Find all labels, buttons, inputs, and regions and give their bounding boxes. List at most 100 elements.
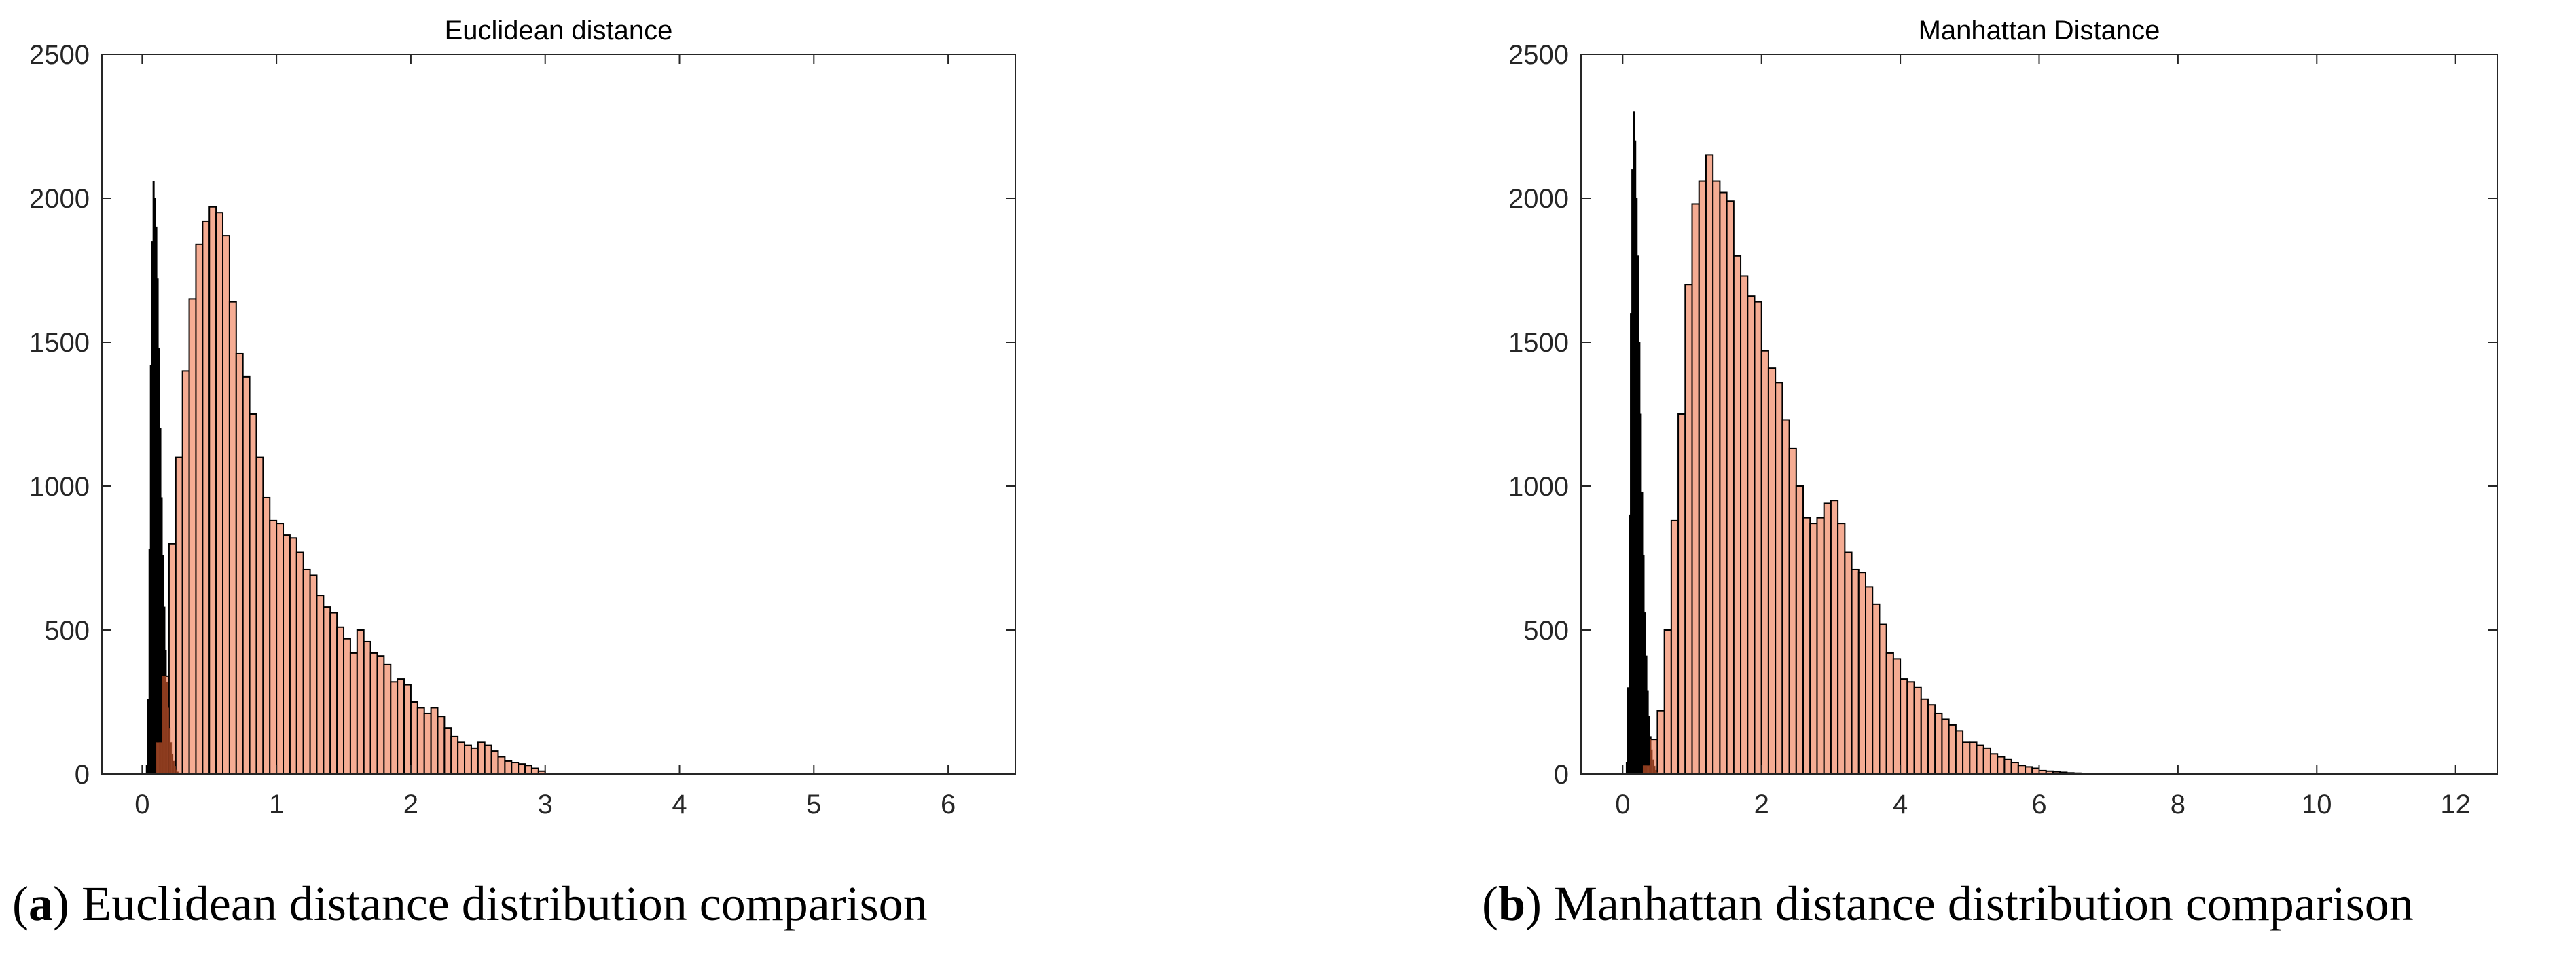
histogram-bar-overlap <box>1644 765 1646 774</box>
caption-manhattan: (b) Manhattan distance distribution comp… <box>1482 877 2414 931</box>
histogram-bar <box>181 370 190 775</box>
chart-euclidean-svg: 0 1 2 3 4 5 6 0 500 1000 1500 2000 2500 Euclidean dis… <box>29 16 1016 820</box>
histogram-bar <box>356 629 365 775</box>
histogram-bar <box>1920 698 1929 775</box>
histogram-bar <box>242 375 251 775</box>
histogram-bar <box>1997 756 2006 775</box>
chart-title: Euclidean distance <box>445 16 673 45</box>
histogram-bar <box>1969 741 1978 775</box>
x-tick-label: 5 <box>806 790 821 820</box>
histogram-bar <box>1767 367 1777 775</box>
histogram-bar <box>2031 767 2040 775</box>
x-tick-label: 10 <box>2302 790 2332 820</box>
histogram-bar <box>2017 765 2027 775</box>
histogram-bar <box>1663 629 1672 775</box>
histogram-bar <box>1837 523 1846 775</box>
histogram-bar <box>1948 724 1957 775</box>
x-tick-label: 6 <box>941 790 956 820</box>
histogram-bar <box>437 716 446 775</box>
histogram-bar-overlap <box>161 742 163 774</box>
histogram-bar <box>1900 678 1908 775</box>
x-tick-label: 1 <box>269 790 284 820</box>
histogram-bar <box>1740 275 1749 775</box>
histogram-bar <box>202 220 211 775</box>
histogram-bar <box>1670 519 1680 775</box>
histogram-bar <box>1872 603 1881 775</box>
histogram-bar <box>262 496 271 775</box>
histogram-bar-overlap <box>156 742 158 774</box>
histogram-bar <box>1913 686 1922 775</box>
histogram-bar <box>410 701 418 775</box>
histogram-bar-overlap <box>160 742 162 774</box>
histogram-bar <box>289 537 297 775</box>
y-tick-label: 1000 <box>29 472 90 502</box>
series-wide-bars <box>1642 154 2089 775</box>
y-tick-label: 1500 <box>1508 328 1569 358</box>
histogram-bar <box>1656 710 1665 775</box>
y-tick-label: 0 <box>1554 760 1569 790</box>
chart-title: Manhattan Distance <box>1919 16 2160 45</box>
histogram-bar-overlap <box>1652 759 1654 774</box>
histogram-bar <box>316 595 325 775</box>
histogram-bar <box>1976 744 1984 775</box>
histogram-bar <box>1781 419 1790 775</box>
histogram-bar <box>195 243 204 775</box>
histogram-bar <box>302 568 311 775</box>
y-tick-label: 2000 <box>1508 184 1569 214</box>
histogram-bar <box>450 735 459 775</box>
histogram-bar <box>470 747 479 775</box>
y-tick-label: 2500 <box>29 40 90 70</box>
histogram-bar <box>249 413 257 775</box>
histogram-bar-overlap <box>166 682 168 774</box>
histogram-bar <box>1795 485 1804 775</box>
histogram-bar <box>1879 623 1887 775</box>
histogram-bar <box>228 301 237 775</box>
chart-panel-manhattan: 0 2 4 6 8 10 12 0 500 1000 1500 2000 2500 Manhattan D… <box>1474 0 2576 956</box>
histogram-bar-overlap <box>177 771 179 774</box>
y-tick-label: 2500 <box>1508 40 1569 70</box>
histogram-bar-overlap <box>171 754 173 774</box>
x-tick-label: 4 <box>672 790 687 820</box>
histogram-bar <box>336 626 345 775</box>
histogram-bar <box>222 235 230 775</box>
histogram-bar <box>1865 586 1874 775</box>
x-tick-label: 6 <box>2031 790 2046 820</box>
x-tick-label: 2 <box>1754 790 1769 820</box>
histogram-bar <box>1927 704 1936 775</box>
histogram-bar-overlap <box>173 760 175 774</box>
caption-letter: a <box>28 877 53 931</box>
histogram-bar-overlap <box>164 676 166 774</box>
histogram-bar <box>1802 517 1811 775</box>
axes-frame <box>101 54 1016 775</box>
histogram-bar-overlap <box>1651 749 1653 774</box>
histogram-bar <box>215 212 224 775</box>
histogram-bar <box>188 298 197 775</box>
histogram-bar <box>1851 568 1860 775</box>
caption-letter: b <box>1498 877 1526 931</box>
histogram-bar <box>1962 741 1971 775</box>
histogram-bar <box>283 534 291 775</box>
histogram-bar <box>1712 180 1721 775</box>
histogram-bar <box>1691 203 1700 775</box>
histogram-bar <box>524 765 532 775</box>
x-tick-label: 2 <box>403 790 418 820</box>
histogram-bar <box>416 707 425 775</box>
histogram-bar <box>1733 255 1742 775</box>
y-tick-label: 1500 <box>29 328 90 358</box>
histogram-bar <box>383 663 392 775</box>
histogram-bar <box>511 762 520 775</box>
histogram-bar <box>276 523 285 775</box>
histogram-bar <box>1809 523 1818 775</box>
histogram-bar <box>2025 766 2033 775</box>
histogram-bar <box>403 684 412 775</box>
histogram-bar <box>349 652 358 775</box>
histogram-bar <box>430 707 439 775</box>
histogram-bar <box>1844 551 1853 775</box>
histogram-bar <box>497 756 506 775</box>
histogram-bar <box>329 612 338 775</box>
chart-panel-euclidean: 0 1 2 3 4 5 6 0 500 1000 1500 2000 2500 Euclidean dis… <box>0 0 1087 956</box>
histogram-bar <box>477 741 486 775</box>
histogram-bar <box>1830 500 1839 775</box>
histogram-bar <box>1941 718 1950 775</box>
histogram-bar <box>1677 413 1686 775</box>
